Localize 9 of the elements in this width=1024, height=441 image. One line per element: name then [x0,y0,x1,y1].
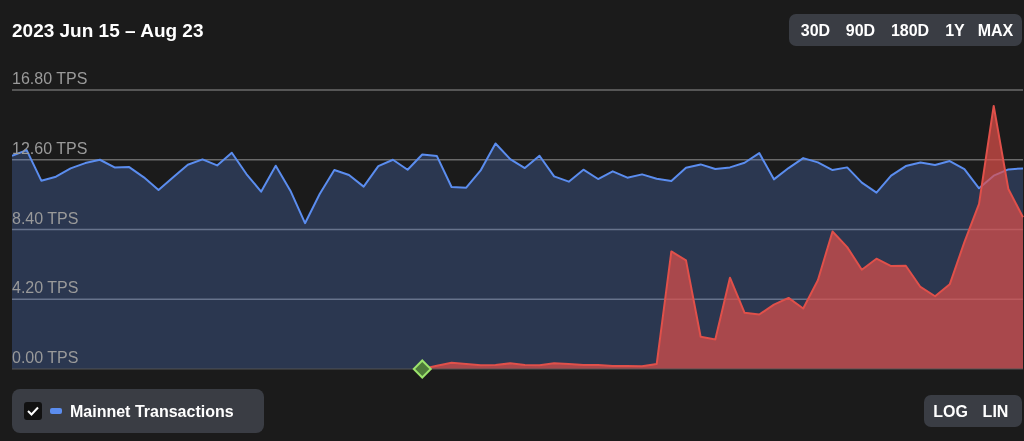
y-tick-label: 8.40 TPS [12,209,79,227]
scale-buttons: LOG LIN [924,395,1022,427]
y-tick-label: 0.00 TPS [12,349,79,366]
y-tick-label: 12.60 TPS [12,139,88,157]
y-tick-label: 16.80 TPS [12,70,88,87]
chart-title: 2023 Jun 15 – Aug 23 [12,20,204,41]
range-buttons: 30D 90D 180D 1Y MAX [789,14,1022,46]
legend-label: Mainnet Transactions [70,403,234,420]
y-tick-label: 4.20 TPS [12,279,79,297]
